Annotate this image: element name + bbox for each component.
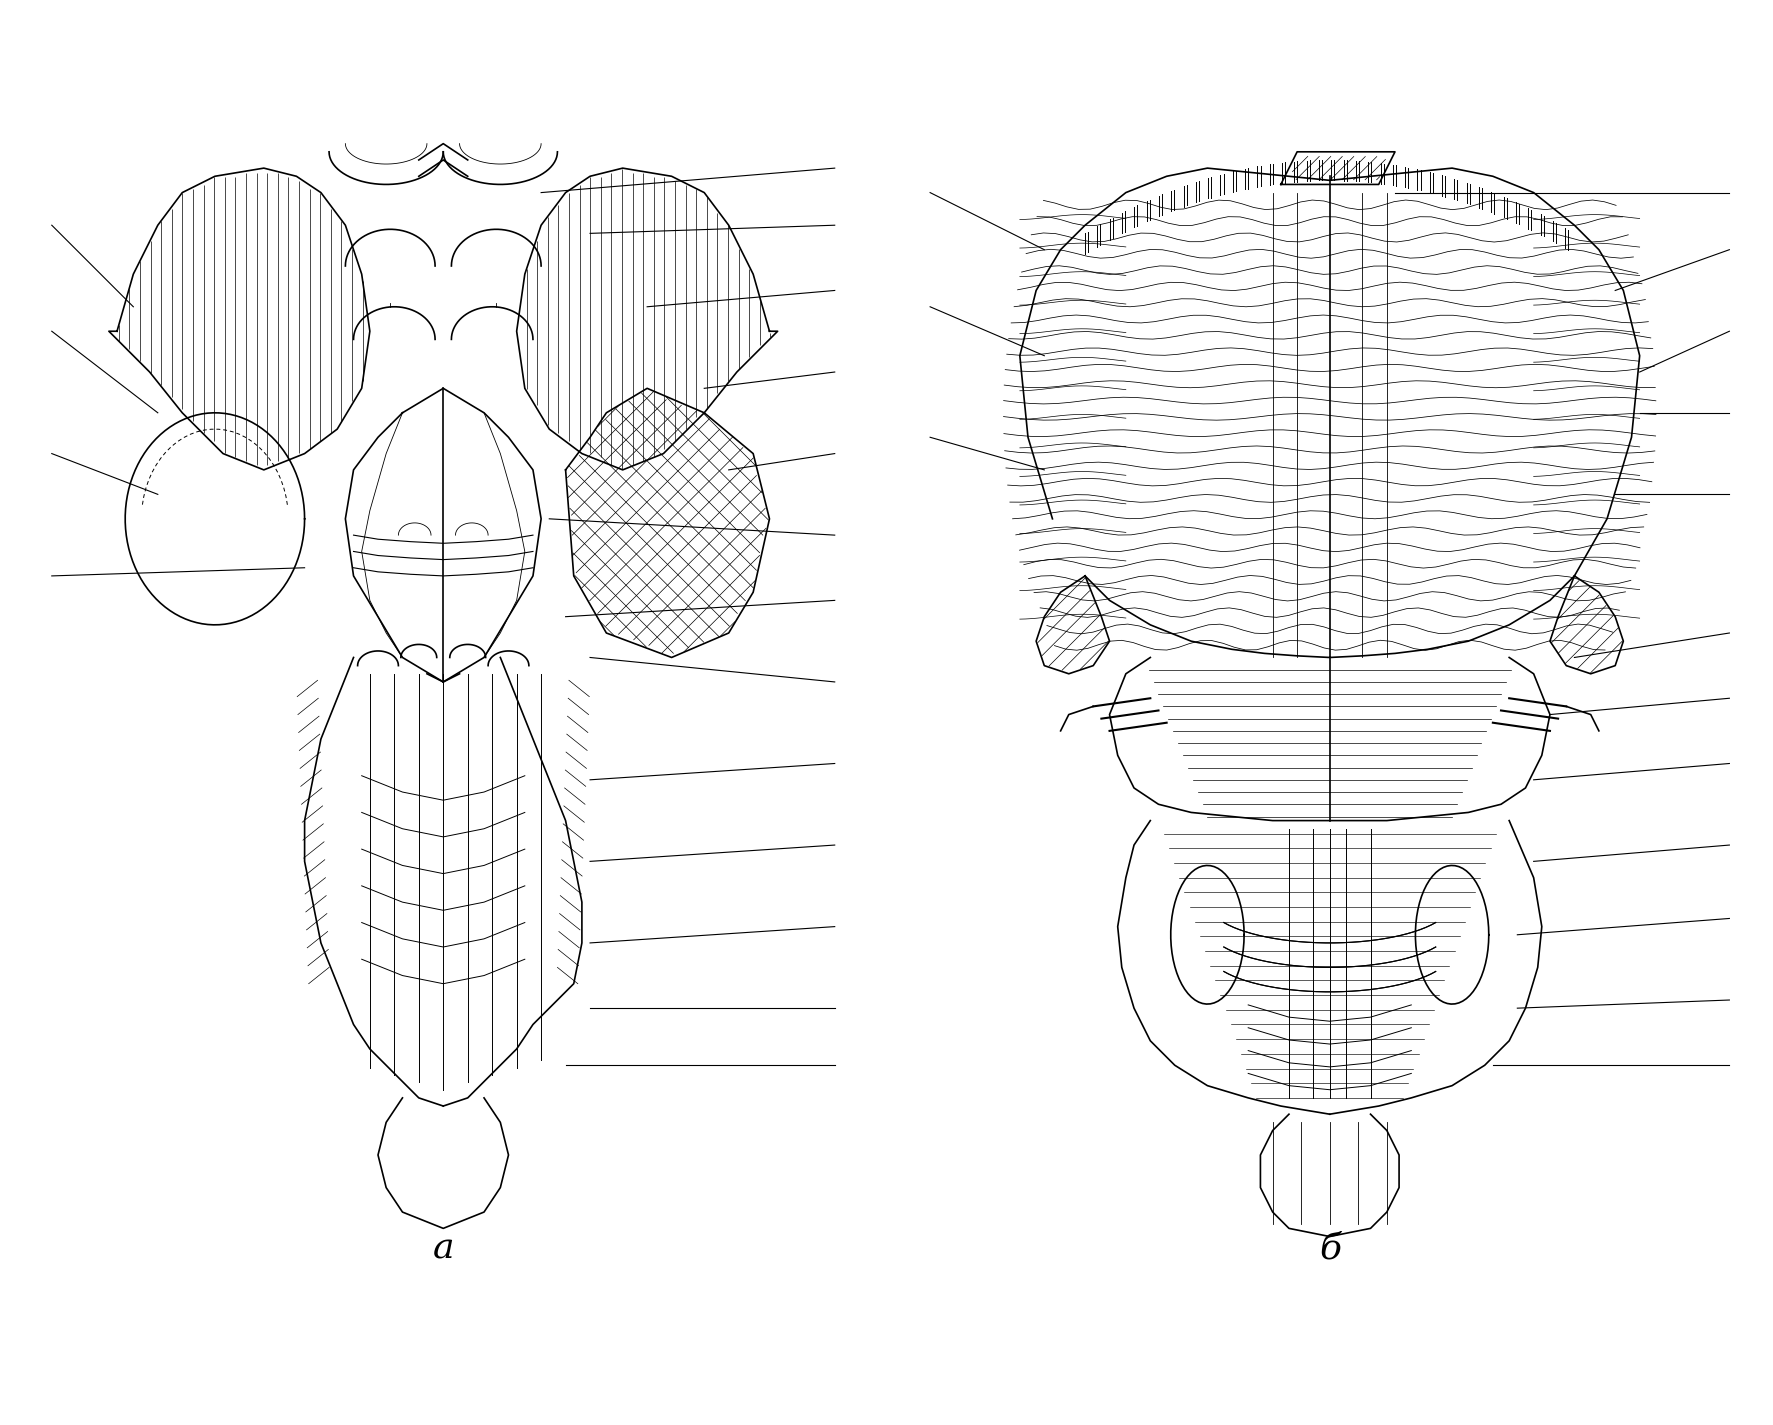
Text: а: а <box>433 1231 454 1265</box>
Text: б: б <box>1319 1231 1340 1265</box>
